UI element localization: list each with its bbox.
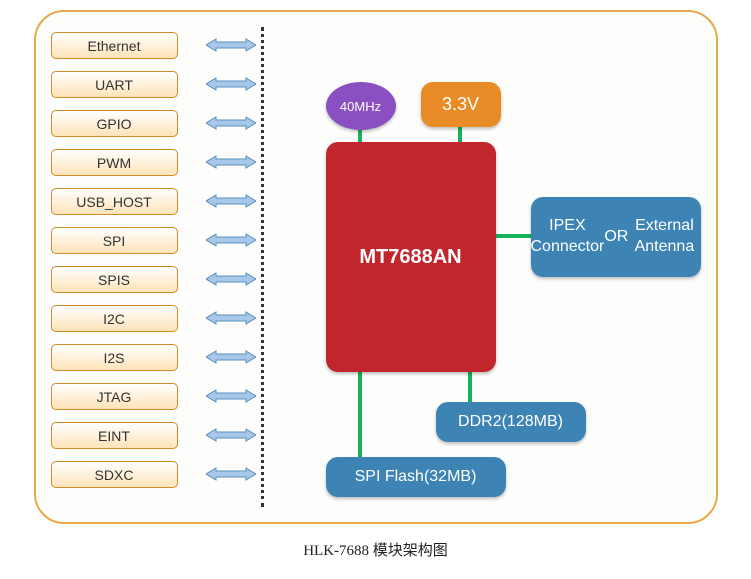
iface-sdxc: SDXC <box>51 461 178 488</box>
iface-ethernet: Ethernet <box>51 32 178 59</box>
bidir-arrow-icon <box>206 227 256 252</box>
bidir-arrow-icon <box>206 149 256 174</box>
block-oscillator: 40MHz <box>326 82 396 130</box>
bidir-arrow-icon <box>206 188 256 213</box>
bidir-arrow-icon <box>206 110 256 135</box>
bidir-arrow-icon <box>206 266 256 291</box>
block-antenna: IPEX ConnectorORExternal Antenna <box>531 197 701 277</box>
block-spi-flash: SPI Flash(32MB) <box>326 457 506 497</box>
bidir-arrow-icon <box>206 344 256 369</box>
iface-jtag: JTAG <box>51 383 178 410</box>
bidir-arrow-icon <box>206 305 256 330</box>
block-voltage: 3.3V <box>421 82 501 127</box>
bidir-arrow-icon <box>206 32 256 57</box>
iface-gpio: GPIO <box>51 110 178 137</box>
bidir-arrow-icon <box>206 422 256 447</box>
block-ddr: DDR2(128MB) <box>436 402 586 442</box>
bidir-arrow-icon <box>206 71 256 96</box>
bidir-arrow-icon <box>206 461 256 486</box>
dotted-divider <box>261 27 264 507</box>
bidir-arrow-icon <box>206 383 256 408</box>
board-outline: Ethernet UART GPIO PWM USB_HOST SPI SPIS… <box>34 10 718 524</box>
figure-caption: HLK-7688 模块架构图 <box>303 539 448 560</box>
iface-spis: SPIS <box>51 266 178 293</box>
iface-spi: SPI <box>51 227 178 254</box>
conn-mcu-flash <box>358 372 362 457</box>
conn-volt-mcu <box>458 127 462 142</box>
iface-pwm: PWM <box>51 149 178 176</box>
block-mcu: MT7688AN <box>326 142 496 372</box>
conn-osc-mcu <box>358 130 362 142</box>
conn-mcu-ant <box>496 234 531 238</box>
iface-usb-host: USB_HOST <box>51 188 178 215</box>
conn-mcu-ddr <box>468 372 472 402</box>
iface-i2s: I2S <box>51 344 178 371</box>
iface-eint: EINT <box>51 422 178 449</box>
iface-uart: UART <box>51 71 178 98</box>
iface-i2c: I2C <box>51 305 178 332</box>
